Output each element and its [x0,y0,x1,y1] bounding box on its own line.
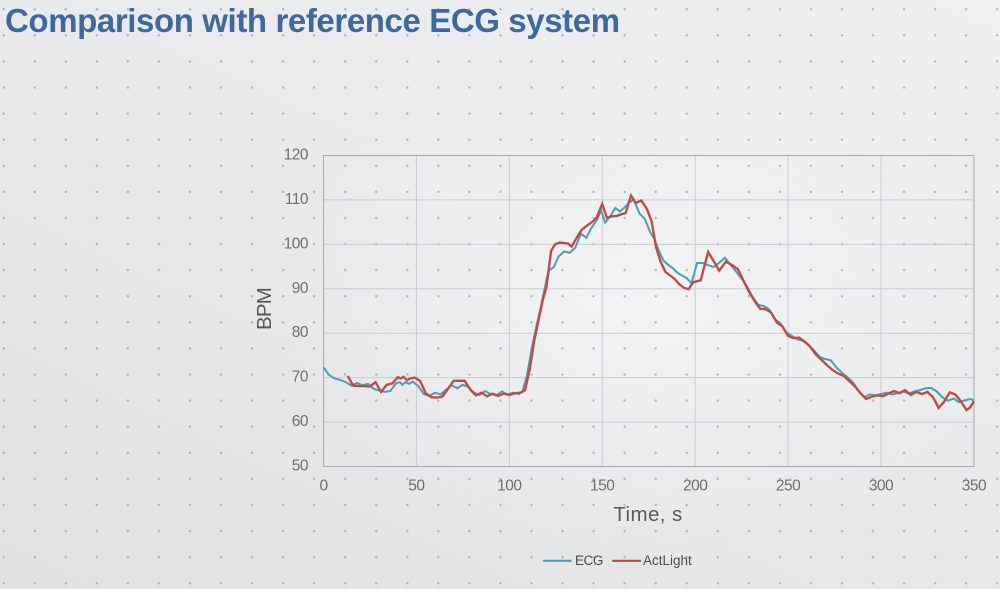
svg-text:ActLight: ActLight [643,553,692,568]
svg-text:60: 60 [292,413,309,430]
svg-text:300: 300 [869,478,894,495]
svg-text:250: 250 [776,478,801,495]
svg-text:BPM: BPM [253,288,276,330]
svg-text:120: 120 [284,147,309,164]
svg-text:50: 50 [292,458,309,475]
svg-text:80: 80 [292,324,309,341]
svg-text:90: 90 [292,280,309,297]
svg-text:50: 50 [408,478,425,495]
svg-text:ECG: ECG [575,553,603,568]
svg-text:150: 150 [590,478,615,495]
svg-text:110: 110 [285,191,309,208]
svg-text:100: 100 [497,478,522,495]
svg-text:350: 350 [962,478,987,495]
svg-text:0: 0 [319,478,328,495]
svg-text:Time, s: Time, s [613,503,682,526]
svg-text:100: 100 [284,235,309,252]
svg-text:70: 70 [292,369,309,386]
svg-text:200: 200 [683,478,708,495]
